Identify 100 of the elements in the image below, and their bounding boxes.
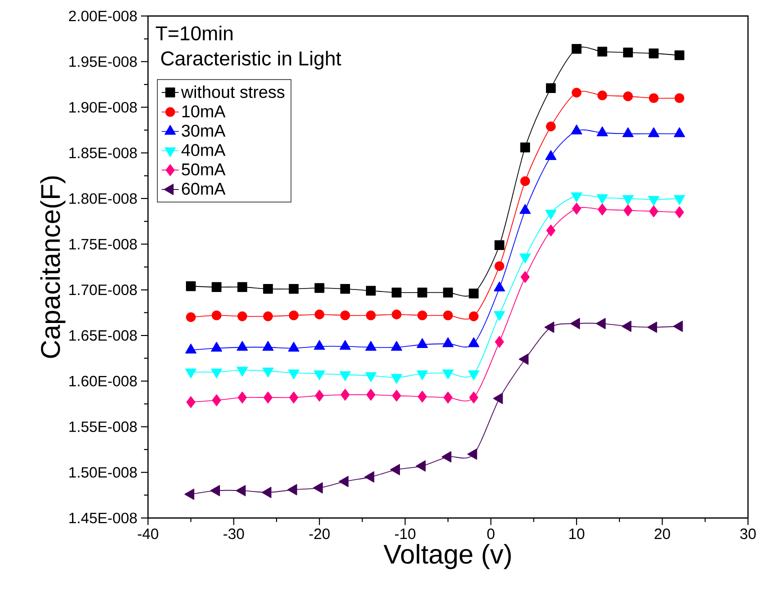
point <box>570 124 582 134</box>
point <box>238 392 247 404</box>
point <box>597 46 608 56</box>
point <box>263 392 273 404</box>
point <box>418 390 427 403</box>
point <box>366 286 376 296</box>
legend-label: 50mA <box>182 163 226 176</box>
point <box>673 320 683 332</box>
point <box>288 342 300 352</box>
point <box>314 310 324 320</box>
point <box>186 312 196 322</box>
point <box>545 150 556 160</box>
point <box>417 310 428 320</box>
x-tick-label: -40 <box>138 528 158 540</box>
y-tick-label: 1.50E-008 <box>69 467 137 478</box>
point <box>649 205 658 218</box>
annotation: T=10min <box>156 26 232 40</box>
point <box>314 390 324 402</box>
y-tick-label: 1.95E-008 <box>69 56 137 67</box>
y-axis-title: Capacitance(F) <box>40 176 66 358</box>
x-tick-label: 20 <box>654 528 670 540</box>
point <box>287 484 298 496</box>
legend-label: 40mA <box>181 144 226 156</box>
legend-label: 10mA <box>182 105 226 118</box>
point <box>647 322 658 333</box>
point <box>596 318 606 330</box>
point <box>494 240 504 250</box>
point <box>288 369 300 380</box>
point <box>314 340 326 350</box>
point <box>442 337 454 348</box>
point <box>340 310 350 320</box>
point <box>494 261 504 271</box>
y-tick-label: 1.75E-008 <box>69 238 137 250</box>
point <box>212 394 222 406</box>
point <box>443 288 453 298</box>
point <box>390 464 400 476</box>
point <box>416 460 426 472</box>
point <box>546 83 556 94</box>
point <box>366 310 376 320</box>
point <box>262 368 274 378</box>
point <box>468 337 480 348</box>
point <box>442 369 454 380</box>
point <box>210 485 220 496</box>
point <box>392 288 402 298</box>
point <box>674 50 684 60</box>
point <box>520 142 530 152</box>
x-axis-title: Voltage (v) <box>384 544 511 570</box>
point <box>288 310 299 320</box>
point <box>468 311 479 322</box>
point <box>186 396 196 408</box>
point <box>623 48 633 58</box>
point <box>572 44 582 54</box>
y-tick-label: 1.80E-008 <box>69 193 137 204</box>
point <box>648 93 659 104</box>
point <box>237 311 248 322</box>
point <box>572 202 582 214</box>
point <box>364 471 374 483</box>
point <box>210 342 222 352</box>
point <box>469 392 478 404</box>
point <box>468 288 479 298</box>
point <box>674 206 684 218</box>
point <box>467 448 478 460</box>
point <box>520 271 530 283</box>
point <box>237 282 248 292</box>
point <box>520 176 530 186</box>
point <box>212 310 222 320</box>
y-tick-label: 1.55E-008 <box>69 421 137 432</box>
point <box>674 127 686 138</box>
point <box>544 322 554 333</box>
x-tick-label: 0 <box>487 528 494 540</box>
point <box>623 91 633 102</box>
point <box>596 126 608 136</box>
annotation: Caracteristic in Light <box>161 50 342 70</box>
point <box>570 318 580 330</box>
y-tick-label: 1.85E-008 <box>69 148 137 158</box>
x-tick-label: -30 <box>224 528 244 540</box>
point <box>366 388 376 401</box>
point <box>236 485 246 496</box>
point <box>314 283 324 293</box>
point <box>546 122 556 132</box>
point <box>623 204 633 216</box>
point <box>313 482 323 494</box>
point <box>262 486 272 498</box>
legend-label: without stress <box>181 86 284 98</box>
point <box>392 390 402 402</box>
point <box>442 451 452 462</box>
point <box>598 204 607 216</box>
point <box>289 392 298 404</box>
point <box>648 48 659 58</box>
point <box>520 204 531 214</box>
y-tick-label: 1.70E-008 <box>69 284 137 296</box>
point <box>622 320 632 332</box>
x-tick-label: 10 <box>569 528 584 540</box>
point <box>622 127 634 138</box>
point <box>263 311 273 322</box>
point <box>572 88 582 98</box>
point <box>546 224 556 236</box>
point <box>263 284 273 294</box>
point <box>518 354 529 365</box>
legend-label: 60mA <box>182 182 226 195</box>
